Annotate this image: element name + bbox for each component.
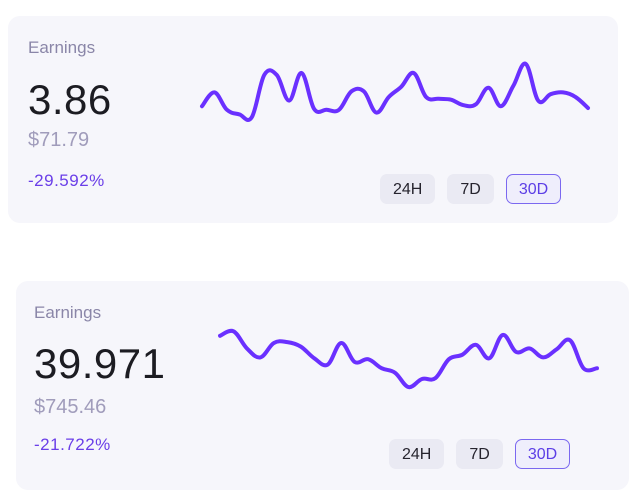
fiat-value: $71.79 bbox=[28, 129, 90, 151]
range-7d-button[interactable]: 7D bbox=[456, 439, 503, 469]
sparkline-line bbox=[218, 328, 599, 390]
range-7d-button[interactable]: 7D bbox=[447, 174, 494, 204]
range-30d-button[interactable]: 30D bbox=[505, 174, 562, 204]
earnings-label: Earnings bbox=[28, 38, 96, 57]
earnings-value: 39.971 bbox=[34, 340, 166, 387]
range-selector: 24H 7D 30D bbox=[380, 174, 562, 204]
fiat-value: $745.46 bbox=[34, 396, 107, 418]
range-30d-button[interactable]: 30D bbox=[514, 439, 571, 469]
earnings-card-2: Earnings 39.971 $745.46 -21.722% 24H 7D … bbox=[16, 281, 629, 490]
range-24h-button[interactable]: 24H bbox=[389, 439, 445, 469]
earnings-card-1: Earnings 3.86 $71.79 -29.592% 24H 7D 30D bbox=[8, 16, 618, 223]
sparkline-chart bbox=[218, 328, 599, 390]
percent-change: -29.592% bbox=[28, 171, 105, 190]
sparkline-line bbox=[200, 61, 590, 122]
percent-change: -21.722% bbox=[34, 435, 111, 454]
range-selector: 24H 7D 30D bbox=[389, 439, 571, 469]
range-24h-button[interactable]: 24H bbox=[380, 174, 436, 204]
sparkline-chart bbox=[200, 61, 590, 122]
earnings-label: Earnings bbox=[34, 303, 102, 322]
earnings-value: 3.86 bbox=[28, 76, 112, 123]
